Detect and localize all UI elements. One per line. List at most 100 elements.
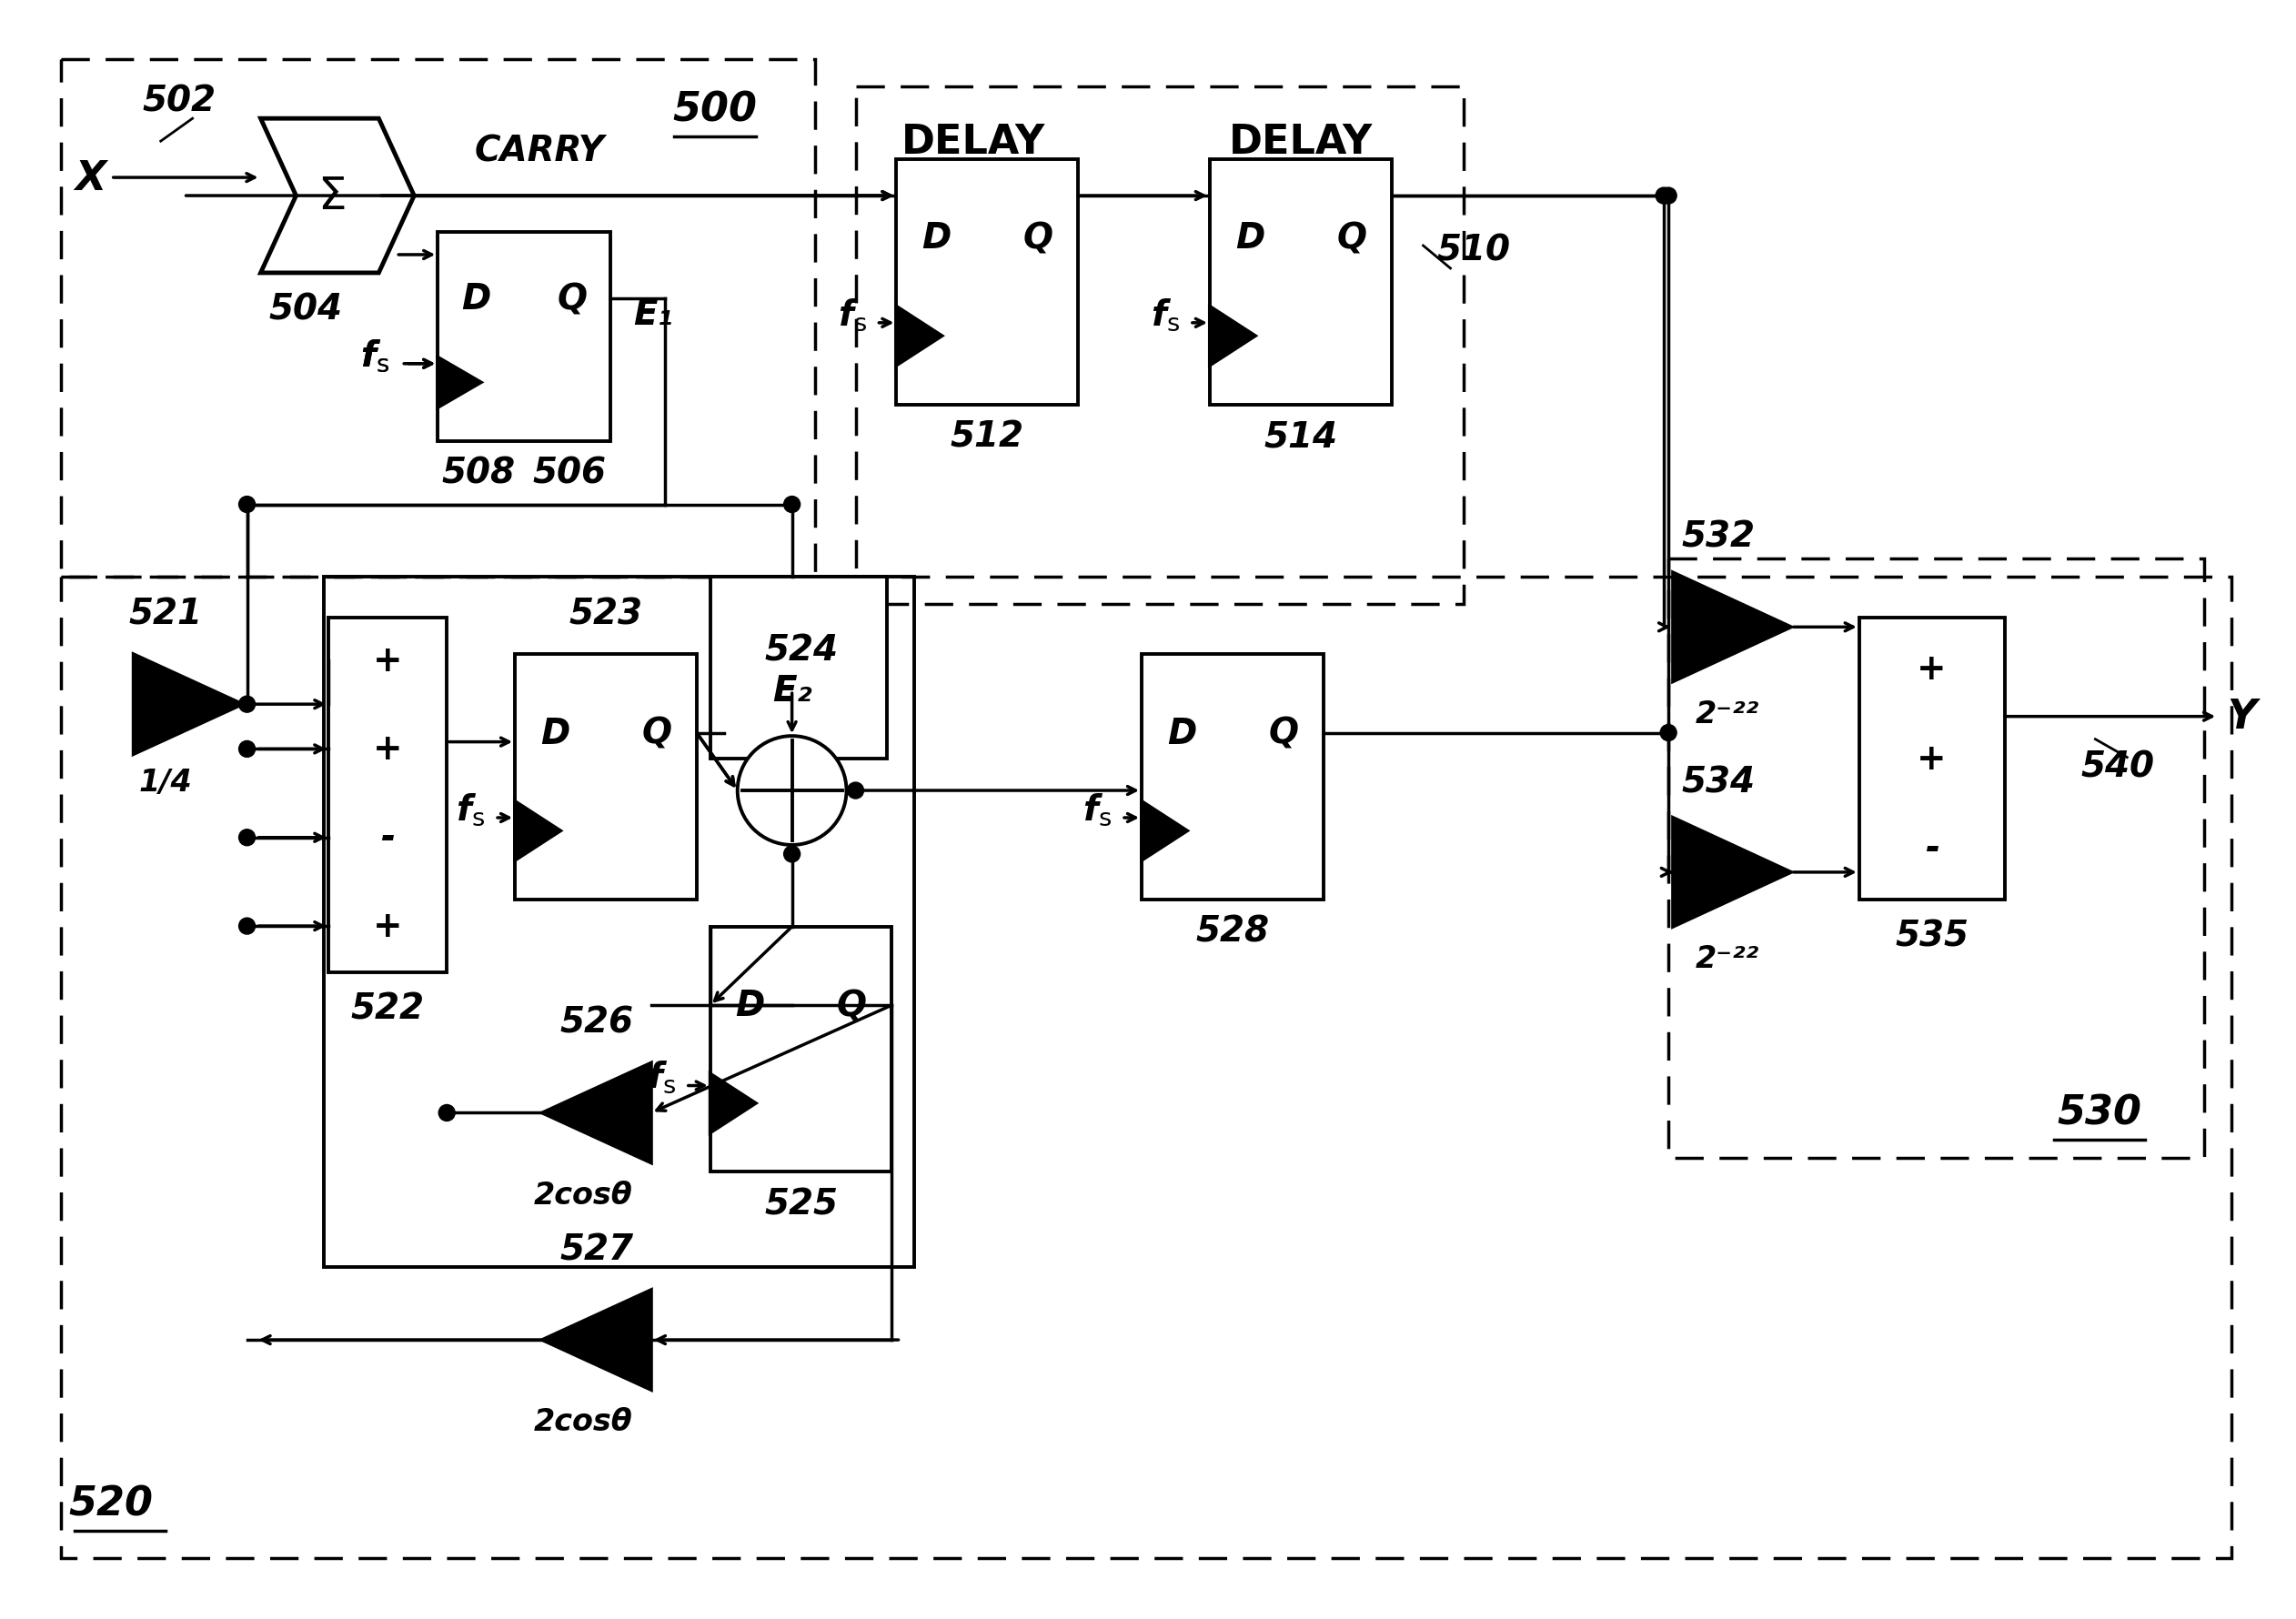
- Text: Q: Q: [558, 282, 588, 317]
- Bar: [60, 578, 2232, 1557]
- Polygon shape: [1141, 801, 1187, 861]
- Text: 2⁻²²: 2⁻²²: [1694, 699, 1759, 729]
- Text: 527: 527: [560, 1232, 634, 1266]
- Text: f$_{\sf s}$: f$_{\sf s}$: [360, 337, 390, 374]
- Text: Q: Q: [641, 716, 673, 751]
- Text: 2⁻²²: 2⁻²²: [1694, 944, 1759, 973]
- Text: -: -: [1924, 832, 1940, 866]
- Text: +: +: [372, 732, 402, 767]
- Polygon shape: [133, 654, 243, 754]
- Polygon shape: [1674, 818, 1791, 928]
- Text: 2cosθ: 2cosθ: [533, 1180, 631, 1209]
- Circle shape: [737, 737, 847, 845]
- Circle shape: [239, 831, 255, 847]
- Text: 540: 540: [2080, 750, 2156, 784]
- Bar: [439, 233, 611, 442]
- Polygon shape: [709, 1073, 755, 1133]
- Bar: [324, 578, 914, 1268]
- Bar: [1141, 654, 1322, 900]
- Text: D: D: [735, 988, 765, 1023]
- Circle shape: [783, 497, 799, 513]
- Circle shape: [239, 742, 255, 758]
- Text: -: -: [381, 821, 395, 855]
- Text: 520: 520: [69, 1485, 154, 1523]
- Polygon shape: [1674, 573, 1791, 682]
- Circle shape: [783, 847, 799, 863]
- Text: E₂: E₂: [771, 674, 813, 709]
- Text: 534: 534: [1681, 764, 1754, 800]
- Text: D: D: [461, 282, 491, 317]
- Circle shape: [239, 918, 255, 934]
- Circle shape: [239, 497, 255, 513]
- Polygon shape: [895, 308, 941, 366]
- Polygon shape: [514, 801, 560, 861]
- Text: Q: Q: [1024, 222, 1054, 256]
- Text: DELAY: DELAY: [902, 123, 1045, 162]
- Text: f$_{\sf s}$: f$_{\sf s}$: [360, 337, 390, 374]
- Text: 1/4: 1/4: [138, 767, 193, 797]
- Text: f$_{\sf s}$: f$_{\sf s}$: [1150, 296, 1180, 332]
- Text: D: D: [921, 222, 951, 256]
- Polygon shape: [542, 1064, 652, 1162]
- Text: 506: 506: [533, 457, 606, 491]
- Text: f$_{\sf s}$: f$_{\sf s}$: [1084, 792, 1111, 827]
- Text: D: D: [540, 716, 569, 751]
- Text: +: +: [372, 644, 402, 678]
- Bar: [1210, 160, 1391, 405]
- Bar: [1669, 560, 2204, 1159]
- Polygon shape: [1210, 308, 1256, 366]
- Text: f$_{\sf s}$: f$_{\sf s}$: [457, 792, 484, 827]
- Polygon shape: [262, 120, 413, 274]
- Text: CARRY: CARRY: [473, 134, 604, 168]
- Text: 523: 523: [569, 597, 643, 631]
- Text: D: D: [1166, 716, 1196, 751]
- Text: 508: 508: [441, 457, 517, 491]
- Polygon shape: [439, 358, 480, 408]
- Circle shape: [239, 696, 255, 712]
- Bar: [856, 87, 1465, 606]
- Text: 510: 510: [1437, 233, 1511, 269]
- Text: Q: Q: [1267, 716, 1297, 751]
- Circle shape: [1660, 188, 1676, 204]
- Text: D: D: [1235, 222, 1265, 256]
- Text: 532: 532: [1681, 520, 1754, 554]
- Text: 535: 535: [1894, 920, 1968, 954]
- Text: 512: 512: [951, 419, 1024, 455]
- Text: Q: Q: [838, 988, 868, 1023]
- Text: 525: 525: [765, 1187, 838, 1221]
- Text: 526: 526: [560, 1005, 634, 1039]
- Bar: [328, 618, 448, 973]
- Bar: [709, 928, 891, 1172]
- Text: DELAY: DELAY: [1228, 123, 1373, 162]
- Text: f$_{\sf s}$: f$_{\sf s}$: [647, 1059, 675, 1094]
- Text: 514: 514: [1263, 419, 1339, 455]
- Circle shape: [1660, 725, 1676, 742]
- Bar: [60, 60, 815, 578]
- Text: Y: Y: [2227, 698, 2257, 737]
- Text: $\Sigma$: $\Sigma$: [317, 175, 344, 219]
- Text: +: +: [1917, 652, 1947, 686]
- Circle shape: [439, 1104, 455, 1122]
- Bar: [895, 160, 1079, 405]
- Text: 504: 504: [269, 293, 342, 327]
- Text: 500: 500: [673, 91, 758, 130]
- Polygon shape: [542, 1290, 652, 1391]
- Text: 521: 521: [129, 597, 202, 631]
- Text: X: X: [73, 159, 106, 198]
- Text: +: +: [372, 910, 402, 944]
- Text: +: +: [1917, 742, 1947, 777]
- Text: f$_{\sf s}$: f$_{\sf s}$: [838, 296, 866, 332]
- Text: 2cosθ: 2cosθ: [533, 1407, 631, 1436]
- Text: 530: 530: [2057, 1093, 2142, 1133]
- Bar: [709, 578, 886, 759]
- Bar: [514, 654, 696, 900]
- Text: 522: 522: [351, 991, 425, 1026]
- Circle shape: [1655, 188, 1671, 204]
- Bar: [1860, 618, 2004, 900]
- Text: 502: 502: [142, 84, 216, 118]
- Text: Q: Q: [1336, 222, 1366, 256]
- Text: E₁: E₁: [634, 298, 673, 332]
- Text: 528: 528: [1196, 915, 1270, 949]
- Circle shape: [847, 782, 863, 800]
- Text: 524: 524: [765, 633, 838, 667]
